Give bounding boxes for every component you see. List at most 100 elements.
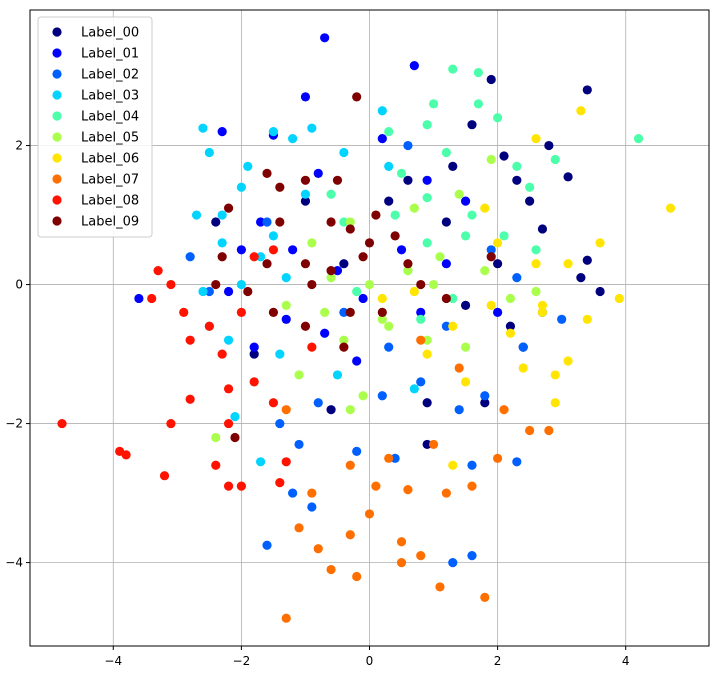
data-point [211,460,221,470]
data-point [211,217,221,227]
data-point [281,300,291,311]
data-point [262,540,272,550]
data-point [153,266,163,276]
data-point [198,123,208,133]
data-point [288,245,298,255]
data-point [390,231,400,241]
series-label-04 [326,64,644,324]
data-point [550,398,560,408]
data-point [512,175,522,185]
data-point [268,398,279,408]
data-point [211,279,221,290]
data-point [409,61,419,71]
y-tick-label: −4 [5,556,23,570]
data-point [486,252,496,262]
data-point [288,133,298,144]
legend-label: Label_08 [81,194,139,209]
data-point [441,147,451,158]
data-point [307,342,317,352]
data-point [460,342,471,352]
legend: Label_00 Label_01 Label_02 Label_03 Label_04… [37,16,153,238]
data-point [185,394,195,404]
legend-marker [52,27,62,37]
data-point [377,133,387,144]
data-point [243,161,253,171]
data-point [493,113,503,123]
data-point [268,245,279,255]
data-point [525,425,535,436]
data-point [633,133,644,144]
data-point [326,564,336,575]
data-point [185,252,195,262]
data-point [281,314,291,324]
data-point [486,300,496,311]
data-point [223,418,234,429]
data-point [223,203,234,213]
data-point [409,203,419,213]
data-point [403,266,413,276]
data-point [435,252,445,262]
data-point [262,259,272,269]
data-point [223,335,234,345]
data-point [505,321,516,331]
data-point [493,259,503,269]
series-label-05 [211,154,541,443]
data-point [345,224,355,234]
data-point [448,557,458,568]
data-point [454,363,464,373]
data-point [281,613,291,623]
data-point [550,154,560,165]
data-point [518,363,528,373]
data-point [358,293,368,304]
data-point [422,238,432,248]
data-point [262,217,272,227]
data-point [243,286,253,297]
data-point [595,286,605,297]
data-point [300,92,311,102]
data-point [256,457,266,467]
data-point [384,342,394,352]
data-point [134,293,144,304]
data-point [595,238,605,248]
legend-label: Label_04 [81,110,139,125]
x-tick-label: −2 [233,654,251,668]
data-point [582,314,592,324]
data-point [525,196,535,206]
data-point [614,293,624,304]
y-tick-label: −2 [5,417,23,431]
data-point [249,377,259,387]
data-point [204,147,214,158]
y-tick-label: 0 [15,278,23,292]
legend-label: Label_05 [81,131,139,146]
data-point [339,217,349,227]
data-point [422,193,432,203]
legend-marker [52,216,62,226]
data-point [422,349,432,359]
data-point [441,217,451,227]
data-point [396,245,407,255]
data-point [518,342,528,352]
data-point [332,266,343,276]
legend-label: Label_06 [81,152,139,167]
data-point [448,321,458,331]
data-point [384,196,394,206]
data-point [531,245,541,255]
data-point [358,252,368,262]
data-point [217,349,227,359]
data-point [441,293,451,304]
data-point [403,140,413,151]
legend-box [37,16,153,238]
data-points [57,33,676,623]
data-point [480,592,490,602]
data-point [422,120,432,130]
data-point [236,481,246,491]
data-point [486,245,496,255]
data-point [563,356,573,366]
data-point [281,273,291,283]
data-point [352,446,362,456]
data-point [345,217,355,227]
legend-marker [52,174,62,184]
data-point [448,64,458,74]
legend-marker [52,69,62,79]
data-point [345,405,355,415]
